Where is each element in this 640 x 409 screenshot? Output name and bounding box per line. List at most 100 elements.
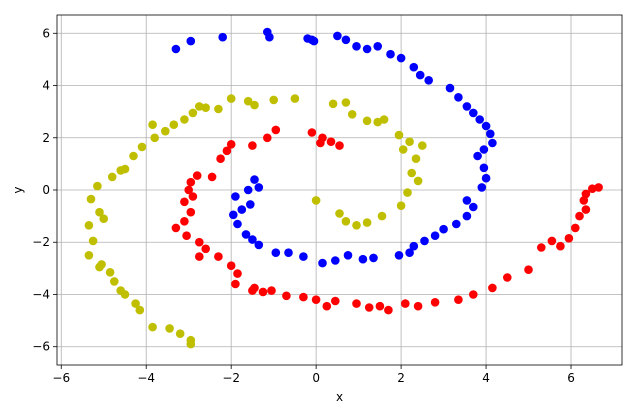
data-point <box>207 172 217 182</box>
data-point <box>161 126 170 136</box>
data-point <box>479 145 489 154</box>
data-point <box>148 322 157 332</box>
data-point <box>581 189 591 199</box>
x-tick-label: −4 <box>137 371 155 385</box>
data-point <box>248 235 257 244</box>
data-point <box>469 290 478 299</box>
data-point <box>241 230 251 239</box>
data-point <box>284 248 293 257</box>
data-point <box>469 108 478 118</box>
data-point <box>331 296 340 306</box>
data-point <box>396 201 406 210</box>
data-point <box>424 76 434 85</box>
data-point <box>537 243 546 252</box>
data-point <box>254 240 264 250</box>
data-point <box>481 173 491 183</box>
data-point <box>331 256 340 265</box>
x-tick-label: 6 <box>567 371 575 385</box>
data-point <box>248 141 257 150</box>
data-point <box>226 261 236 271</box>
data-point <box>547 236 557 246</box>
data-point <box>377 211 387 221</box>
data-point <box>556 241 565 251</box>
data-point <box>396 53 406 63</box>
data-point <box>575 211 584 221</box>
data-point <box>401 299 410 308</box>
data-point <box>226 94 236 103</box>
data-point <box>362 44 372 54</box>
data-point <box>282 291 291 301</box>
data-point <box>137 142 147 152</box>
data-point <box>394 130 404 140</box>
data-point <box>311 196 321 205</box>
data-point <box>462 102 472 111</box>
data-point <box>405 137 414 146</box>
data-point <box>263 133 272 143</box>
y-tick-label: 4 <box>42 79 50 93</box>
data-point <box>316 138 325 148</box>
y-tick-label: −2 <box>32 235 50 249</box>
data-point <box>165 324 174 333</box>
data-point <box>454 295 463 305</box>
x-tick-label: −6 <box>52 371 70 385</box>
data-point <box>413 176 423 186</box>
data-point <box>169 120 179 129</box>
data-point <box>328 99 338 109</box>
data-point <box>186 339 196 349</box>
y-tick-label: −4 <box>32 287 50 301</box>
data-point <box>175 329 185 339</box>
data-point <box>254 183 264 192</box>
data-point <box>571 223 580 233</box>
data-point <box>318 258 327 268</box>
data-point <box>358 254 368 264</box>
data-point <box>248 286 257 295</box>
data-point <box>386 49 395 59</box>
data-point <box>420 236 429 246</box>
data-point <box>243 96 253 106</box>
data-point <box>594 183 603 192</box>
data-point <box>231 279 240 289</box>
data-point <box>99 214 108 223</box>
data-point <box>475 115 485 124</box>
data-point <box>462 211 472 221</box>
data-point <box>352 42 361 51</box>
data-point <box>362 218 372 227</box>
x-axis-label: x <box>336 390 343 404</box>
data-point <box>454 93 463 102</box>
data-point <box>214 252 223 261</box>
data-point <box>407 168 417 178</box>
data-point <box>403 188 412 197</box>
data-point <box>343 251 353 260</box>
data-point <box>411 154 421 163</box>
data-point <box>97 260 106 269</box>
data-point <box>148 120 157 129</box>
data-point <box>246 200 255 209</box>
data-point <box>182 231 191 240</box>
data-point <box>258 287 268 297</box>
data-point <box>216 154 225 163</box>
data-point <box>116 166 125 175</box>
data-point <box>322 301 332 311</box>
data-point <box>430 231 440 240</box>
data-point <box>394 251 404 260</box>
data-point <box>364 303 374 312</box>
x-axis-ticks: −6 −4 −2 0 2 4 6 <box>52 365 575 385</box>
y-axis-label: y <box>11 186 25 193</box>
data-point <box>195 102 204 111</box>
data-point <box>84 251 94 260</box>
data-point <box>479 163 489 173</box>
data-point <box>222 146 232 156</box>
y-tick-label: 0 <box>42 183 50 197</box>
data-point <box>267 286 276 295</box>
data-point <box>581 205 591 214</box>
data-point <box>290 94 300 103</box>
data-point <box>373 42 383 51</box>
data-point <box>379 115 389 124</box>
data-point <box>135 305 145 315</box>
data-point <box>186 177 196 187</box>
data-point <box>195 237 204 247</box>
data-point <box>229 210 238 220</box>
data-point <box>462 196 472 205</box>
data-point <box>150 133 159 143</box>
data-point <box>452 219 461 229</box>
